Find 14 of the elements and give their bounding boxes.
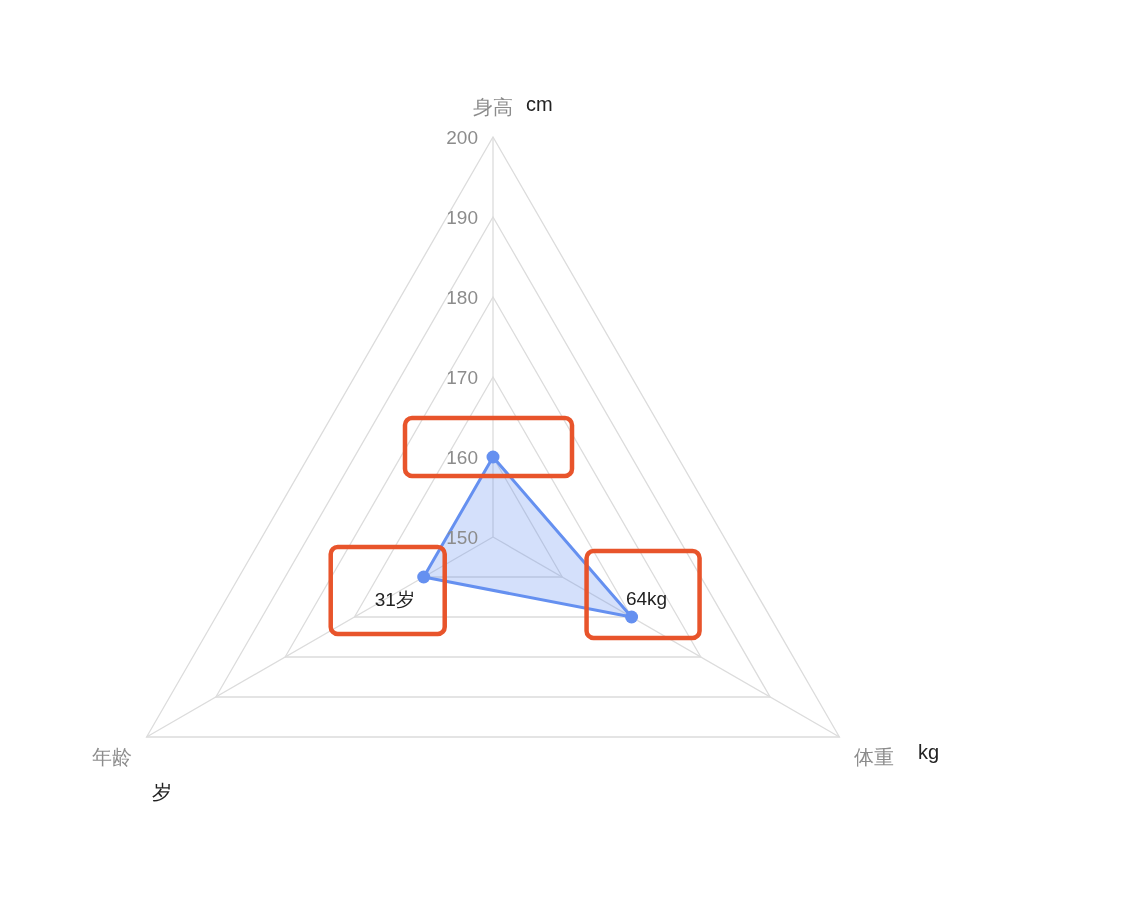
text: kg (918, 741, 940, 763)
y-tick-label: 180 (446, 286, 478, 308)
y-tick-label: 150 (446, 526, 478, 548)
spoke-label: 体重 (854, 746, 895, 768)
y-tick-label: 160 (446, 446, 478, 468)
y-tick-label: 170 (446, 366, 478, 388)
spoke-label: 年龄 (91, 746, 132, 768)
text: 31岁 (374, 588, 415, 610)
y-tick-label: 200 (446, 126, 478, 148)
y-tick-label: 190 (446, 206, 478, 228)
text: 64kg (625, 587, 668, 609)
text: 岁 (151, 781, 172, 803)
spoke-label: 身高 (473, 96, 513, 118)
text: cm (526, 93, 553, 115)
